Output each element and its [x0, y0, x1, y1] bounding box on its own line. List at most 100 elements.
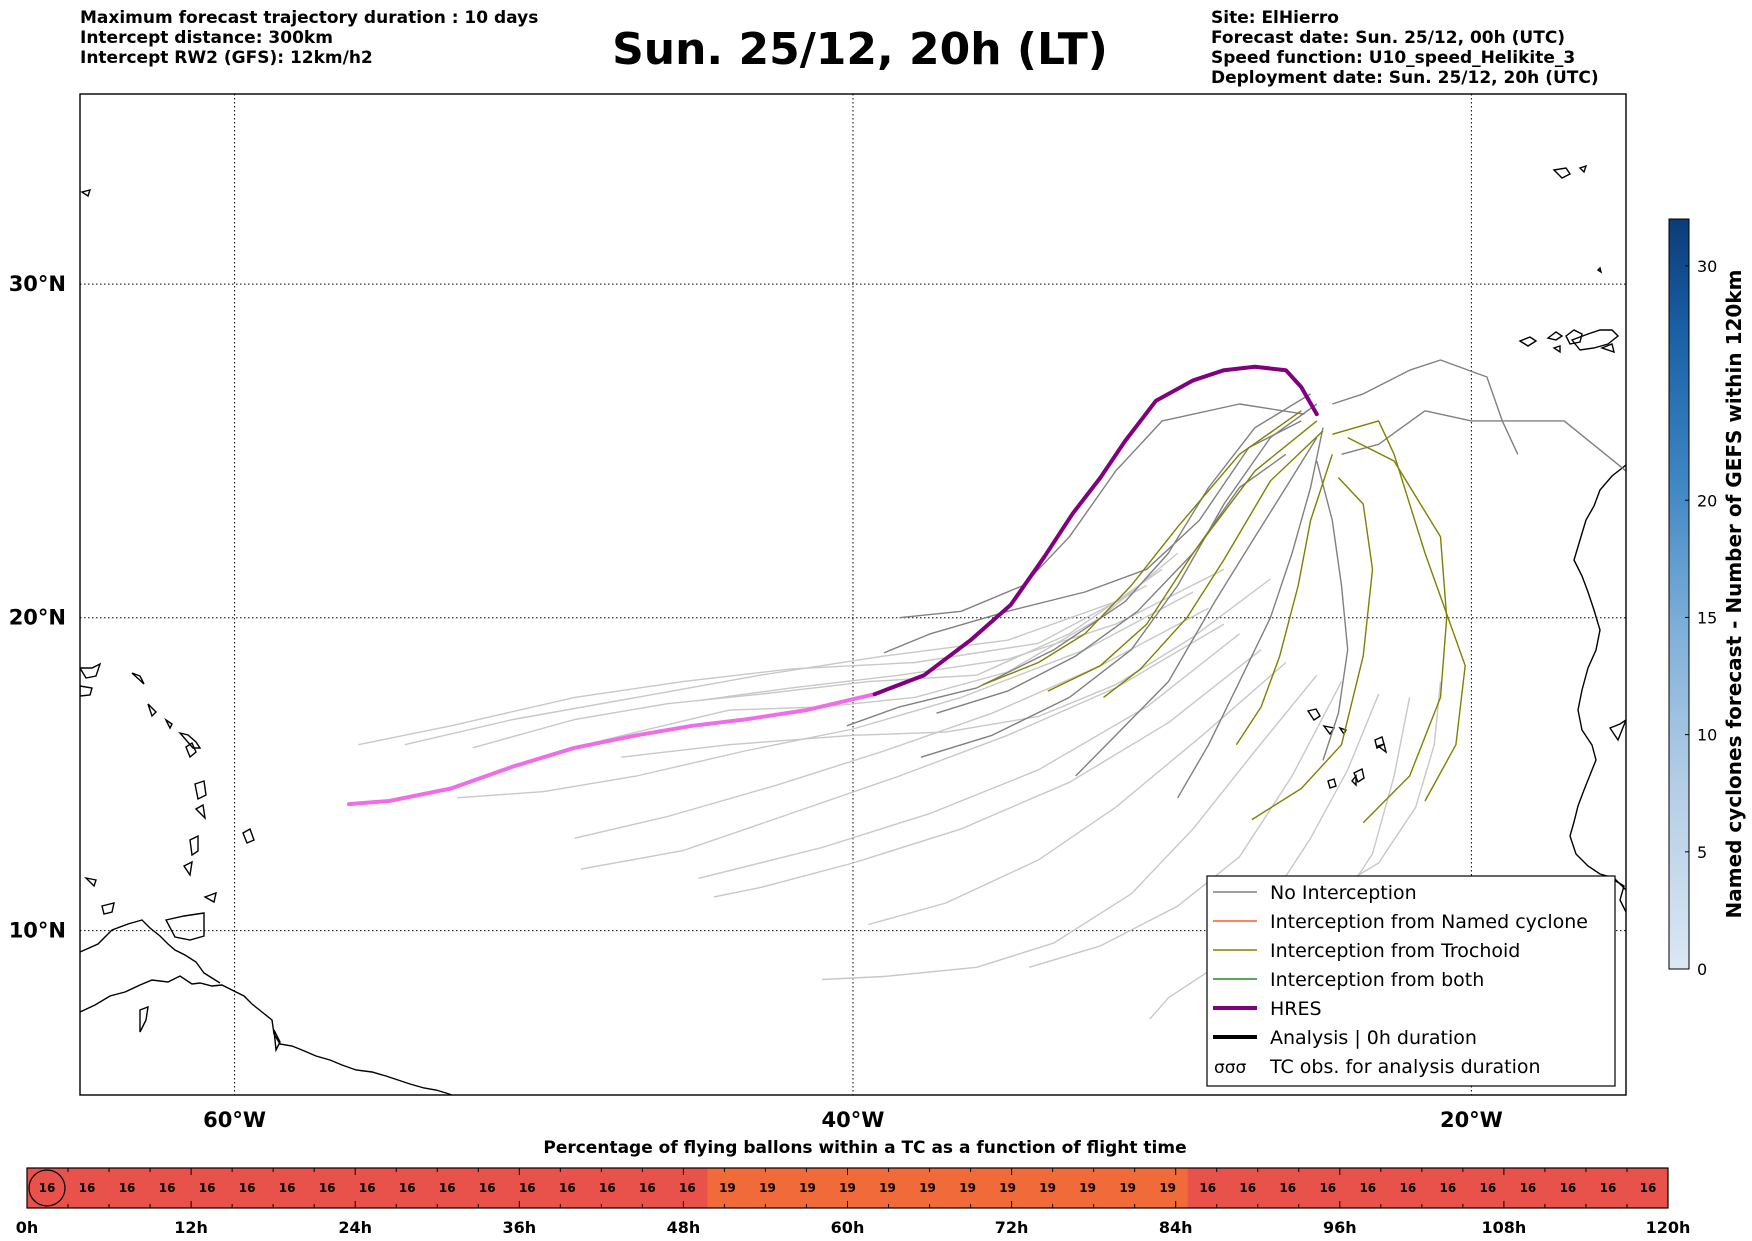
main-title-text: Sun. 25/12, 20h (LT)	[612, 24, 1108, 75]
flight-bar-cell	[1227, 1168, 1269, 1208]
flight-bar-cell	[1627, 1168, 1669, 1208]
lon-label: 20°W	[1440, 1108, 1503, 1132]
header-left-info: Maximum forecast trajectory duration : 1…	[80, 8, 538, 68]
flight-time-label: 120h	[1646, 1218, 1691, 1237]
flight-time-label: 84h	[1159, 1218, 1193, 1237]
flight-bar-cell-value: 16	[239, 1181, 256, 1195]
flight-bar-cell	[867, 1168, 909, 1208]
colorbar-tick-label: 0	[1697, 960, 1707, 979]
small-island-4	[273, 1029, 281, 1053]
flight-bar-cell-value: 16	[79, 1181, 96, 1195]
antilles-10	[131, 672, 145, 685]
flight-bar-cell	[27, 1168, 68, 1208]
flight-bar-cell	[587, 1168, 628, 1208]
flight-bar-cell	[1027, 1168, 1069, 1208]
map-frame	[79, 93, 1627, 1096]
legend-label: Interception from Trochoid	[1270, 940, 1520, 962]
cape-verde-8	[1374, 736, 1385, 750]
antilles-3	[194, 803, 207, 821]
trajectory-no-interception	[1316, 460, 1349, 761]
flight-bar-cell	[1427, 1168, 1469, 1208]
trinidad-island	[164, 912, 205, 941]
flight-bar-cell	[67, 1168, 108, 1208]
flight-bar-cell	[627, 1168, 668, 1208]
flight-bar-cell-value: 16	[399, 1181, 416, 1195]
colorbar-tick-label: 10	[1697, 726, 1717, 745]
trajectory-hres	[872, 364, 1319, 697]
trajectory-light	[559, 552, 1179, 752]
legend-label: TC obs. for analysis duration	[1269, 1056, 1541, 1078]
flight-bar-cell	[467, 1168, 508, 1208]
flight-bar-cell-value: 16	[1520, 1181, 1537, 1195]
flight-bar-cell	[227, 1168, 268, 1208]
antilles-5	[182, 860, 193, 877]
trajectory-light	[1331, 681, 1442, 892]
coastlines	[80, 164, 1626, 1095]
colorbar-tick-label: 5	[1697, 843, 1707, 862]
legend-label: Interception from both	[1270, 969, 1484, 991]
small-island-1	[101, 902, 115, 915]
header-right-info: Site: ElHierro Forecast date: Sun. 25/12…	[1211, 8, 1599, 88]
flight-bar-cell	[1307, 1168, 1349, 1208]
flight-time-label: 48h	[667, 1218, 701, 1237]
trajectory-light	[868, 661, 1287, 926]
flight-bar-cell	[947, 1168, 989, 1208]
lat-label: 20°N	[9, 606, 66, 630]
trajectory-no-interception	[920, 403, 1318, 758]
tc-obs-symbol-icon: σσσ	[1214, 1058, 1247, 1078]
canary-5	[1570, 329, 1620, 351]
africa-coast	[1569, 464, 1626, 891]
legend-label: No Interception	[1270, 882, 1417, 904]
antilles-14	[80, 189, 92, 198]
flight-bar-cell-value: 16	[1199, 1181, 1216, 1195]
trajectory-light	[358, 584, 1148, 746]
flight-time-label: 24h	[338, 1218, 372, 1237]
flight-bar-cell	[507, 1168, 548, 1208]
flight-time-label: 36h	[502, 1218, 536, 1237]
flight-bar-cell-value: 16	[1319, 1181, 1336, 1195]
tiny-island-north	[1596, 266, 1603, 274]
flight-bar-cell	[987, 1168, 1029, 1208]
trajectory-no-interception	[846, 393, 1311, 727]
main-title: Sun. 25/12, 20h (LT)	[0, 24, 1752, 75]
forecast-date-text: Forecast date: Sun. 25/12, 00h (UTC)	[1211, 28, 1566, 48]
flight-bar-cell	[547, 1168, 588, 1208]
lon-label: 60°W	[203, 1108, 266, 1132]
flight-bar-cell-value: 16	[279, 1181, 296, 1195]
flight-bar-cell	[187, 1168, 228, 1208]
flight-bar-cell-value: 16	[159, 1181, 176, 1195]
site-text: Site: ElHierro	[1211, 8, 1339, 28]
flight-bar-cell	[1507, 1168, 1549, 1208]
flight-time-label: 72h	[995, 1218, 1029, 1237]
flight-bar-cell	[1467, 1168, 1509, 1208]
trajectory-trochoid	[1347, 436, 1448, 824]
trajectory-no-interception	[899, 403, 1305, 619]
flight-bar-cell	[1547, 1168, 1589, 1208]
colorbar-tick-label: 15	[1697, 608, 1717, 627]
legend: No Interception Interception from Named c…	[1206, 875, 1616, 1087]
flight-bar-cell	[387, 1168, 428, 1208]
flight-bar-cell	[107, 1168, 148, 1208]
flight-bar-cell-value: 16	[1279, 1181, 1296, 1195]
intercept-distance-text: Intercept distance: 300km	[80, 28, 333, 48]
flight-bar-cell-value: 16	[1640, 1181, 1657, 1195]
venezuela-coast-north	[80, 919, 221, 984]
flight-bar-cell-value: 19	[799, 1181, 816, 1195]
latitude-labels: 30°N 20°N 10°N	[9, 272, 66, 943]
flight-bar-cell-value: 16	[319, 1181, 336, 1195]
colorbar: 0 5 10 15 20 30 Named cyclones forecast - Num…	[1668, 218, 1746, 979]
flight-bar-cell-value: 16	[1359, 1181, 1376, 1195]
antilles-13	[83, 876, 97, 888]
flight-bar-cell-value: 16	[199, 1181, 216, 1195]
trajectory-trochoid	[1103, 430, 1324, 698]
flight-bar-cell	[707, 1168, 748, 1208]
flight-bar-cell	[667, 1168, 708, 1208]
flight-bar-cell	[427, 1168, 468, 1208]
trajectory-light	[713, 649, 1262, 898]
flight-bar-cell-value: 16	[519, 1181, 536, 1195]
small-island-3	[139, 1005, 149, 1033]
antilles-2	[194, 780, 207, 801]
canary-6	[1599, 343, 1615, 354]
flight-bar-cell	[787, 1168, 828, 1208]
trajectory-no-interception	[1075, 437, 1318, 777]
